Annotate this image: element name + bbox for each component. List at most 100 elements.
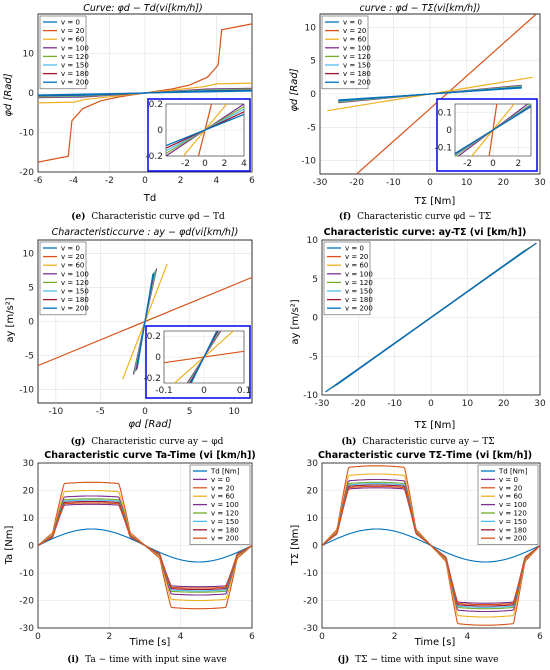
- chart-g-series: [38, 263, 252, 380]
- chart-h-line-0: [325, 242, 537, 393]
- chart-h-xtick-6: 30: [534, 399, 546, 409]
- chart-e-xtick-2: -2: [105, 176, 114, 186]
- chart-h-legend-label-4: v = 120: [345, 279, 373, 287]
- chart-h-ytick-3: 5: [312, 275, 318, 285]
- chart-j-legend-label-5: v = 120: [499, 510, 527, 518]
- chart-h-xtick-0: -30: [315, 399, 330, 409]
- chart-e-ylabel: φd [Rad]: [3, 73, 14, 116]
- chart-g-ytick-1: -5: [25, 351, 34, 361]
- chart-f-legend-label-3: v = 100: [343, 44, 371, 52]
- chart-e-ytick-1: -10: [19, 129, 34, 139]
- chart-g-legend-label-5: v = 150: [61, 288, 89, 296]
- chart-e-ytick-0: -20: [19, 168, 34, 178]
- chart-g-legend-label-3: v = 100: [61, 270, 89, 278]
- chart-i-legend-label-1: v = 0: [211, 476, 230, 484]
- chart-h-series: [325, 242, 537, 393]
- chart-g-xtick-4: 10: [228, 407, 240, 417]
- chart-e-inset-series: [166, 104, 244, 156]
- chart-i-legend-label-4: v = 100: [211, 501, 239, 509]
- chart-i-legend-label-6: v = 150: [211, 518, 239, 526]
- chart-h-xtick-1: -20: [351, 399, 366, 409]
- chart-e-inset-line-7: [166, 113, 244, 147]
- chart-g-ytick-2: 0: [28, 318, 34, 328]
- chart-f-ytick-0: -10: [301, 157, 316, 167]
- chart-h-legend-box: [323, 241, 371, 316]
- chart-f-inset-xtick-1: 0: [490, 159, 496, 169]
- chart-e-inset-xtick-0: -2: [181, 159, 190, 169]
- chart-f-xtick-5: 20: [498, 178, 510, 188]
- chart-i-ytick-6: 30: [23, 459, 35, 469]
- chart-e-inset-ytick-2: 0.2: [149, 100, 163, 110]
- chart-f-ytick-2: 0: [310, 90, 316, 100]
- chart-j: Characteristic curve TΣ-Time (vi [km/h])…: [290, 450, 543, 665]
- chart-j-ytick-1: -20: [303, 597, 318, 607]
- chart-e-legend-label-2: v = 60: [61, 36, 84, 44]
- chart-j-caption: (j) TΣ − time with input sine wave: [337, 654, 498, 665]
- chart-g-inset-axes: [163, 330, 245, 384]
- chart-i-legend-label-2: v = 20: [211, 484, 234, 492]
- chart-i-xtick-2: 4: [178, 632, 184, 642]
- chart-f-xlabel: TΣ [Nm]: [414, 196, 456, 207]
- chart-e: Curve: φd − Td(vi[km/h]) -6 -4 -2 0 2 4 6-20-1…: [3, 3, 255, 222]
- chart-g-inset-line-7: [190, 331, 218, 383]
- chart-f-legend-label-5: v = 150: [343, 62, 371, 70]
- chart-f-xtick-0: -30: [313, 178, 328, 188]
- chart-e-xtick-5: 4: [213, 176, 219, 186]
- chart-j-series: [322, 465, 540, 626]
- chart-i-ytick-4: 10: [23, 514, 35, 524]
- chart-f-xtick-1: -20: [349, 178, 364, 188]
- chart-e-ytick-2: 0: [28, 89, 34, 99]
- chart-e-inset-axes: [165, 103, 245, 157]
- chart-i-line-8: [38, 502, 252, 589]
- chart-g-line-0: [136, 273, 154, 370]
- chart-e-legend-label-3: v = 100: [61, 44, 89, 52]
- chart-i-caption: (i) Ta − time with input sine wave: [67, 654, 227, 665]
- chart-e-legend-box: [39, 15, 87, 90]
- chart-h-xtick-2: -10: [387, 399, 402, 409]
- chart-h-xlabel: TΣ [Nm]: [414, 420, 456, 431]
- chart-f-xtick-3: 0: [427, 178, 433, 188]
- chart-j-legend-label-6: v = 150: [499, 518, 527, 526]
- chart-e-line-0: [38, 90, 252, 96]
- chart-h-ytick-1: -5: [309, 352, 318, 362]
- chart-g-inset-xtick-1: 0: [201, 386, 207, 396]
- chart-h-ytick-2: 0: [312, 314, 318, 324]
- chart-e-xtick-6: 6: [249, 176, 255, 186]
- chart-f: curve : φd − TΣ(vi[km/h]) -30 -20 -10 0 10 20…: [289, 3, 546, 222]
- chart-g-legend-box: [39, 241, 87, 316]
- chart-e-series: [38, 23, 252, 163]
- chart-g-xtick-2: 0: [142, 407, 148, 417]
- chart-e-legend-label-4: v = 120: [61, 53, 89, 61]
- chart-f-xtick-6: 30: [534, 178, 546, 188]
- chart-e-inset-xtick-3: 4: [241, 159, 247, 169]
- chart-j-title: Characteristic curve TΣ-Time (vi [km/h]): [318, 450, 532, 461]
- chart-h-legend-label-1: v = 20: [345, 253, 368, 261]
- chart-g-legend-label-4: v = 120: [61, 279, 89, 287]
- chart-f-legend-label-2: v = 60: [343, 36, 366, 44]
- chart-h-title: Characteristic curve: ay-TΣ (vi [km/h]): [324, 227, 527, 238]
- chart-j-ylabel: TΣ [Nm]: [290, 525, 301, 567]
- chart-g-xtick-1: -5: [96, 407, 105, 417]
- chart-f-legend-label-4: v = 120: [343, 53, 371, 61]
- chart-j-legend-label-3: v = 60: [499, 493, 522, 501]
- chart-f-line-1: [356, 14, 537, 174]
- chart-g-inset-xtick-0: -0.1: [155, 386, 173, 396]
- chart-f-xtick-4: 10: [461, 178, 473, 188]
- chart-f-title: curve : φd − TΣ(vi[km/h]): [359, 3, 480, 14]
- chart-f-inset-xtick-2: 2: [515, 159, 521, 169]
- chart-j-ytick-2: -10: [303, 569, 318, 579]
- chart-g-inset-ytick-2: 0.2: [147, 332, 161, 342]
- chart-e-xlabel: Td: [143, 193, 156, 204]
- chart-j-legend-label-7: v = 180: [499, 526, 527, 534]
- chart-e-xtick-1: -4: [69, 176, 78, 186]
- chart-g-xtick-3: 5: [187, 407, 193, 417]
- chart-h-xtick-4: 10: [462, 399, 474, 409]
- chart-f-ytick-1: -5: [307, 123, 316, 133]
- chart-e-axes-border: [37, 13, 253, 173]
